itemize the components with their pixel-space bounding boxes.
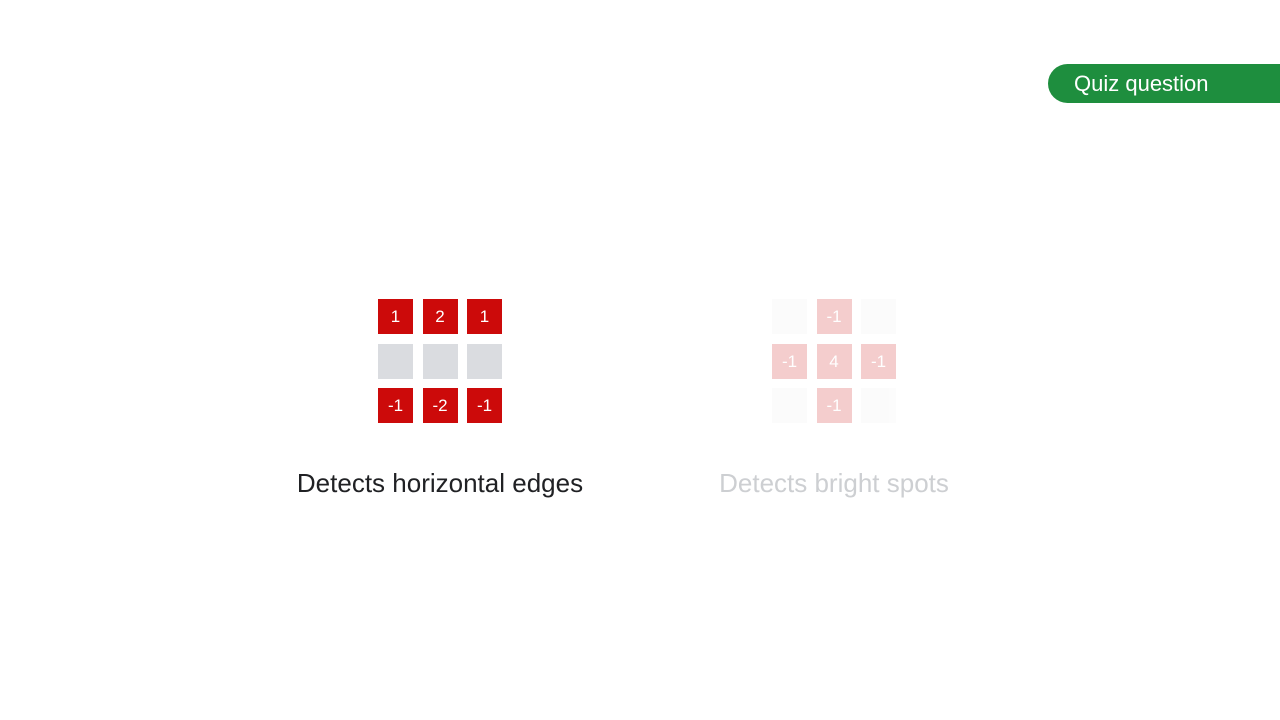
kernel-cell: -2: [422, 388, 458, 423]
kernel-cell: -1: [816, 299, 852, 334]
bright-spot-kernel-grid: -1 -1 4 -1 -1: [772, 299, 896, 423]
horizontal-edges-caption: Detects horizontal edges: [296, 468, 584, 498]
kernel-cell: 1: [467, 299, 502, 334]
quiz-question-badge: Quiz question: [1048, 64, 1280, 103]
kernel-cell: [861, 299, 896, 334]
horizontal-edge-kernel-grid: 1 2 1 -1 -2 -1: [378, 299, 502, 423]
kernel-cell: 1: [378, 299, 413, 334]
kernel-cell: [861, 388, 896, 423]
kernel-cell: [772, 388, 807, 423]
kernel-cell: [772, 299, 807, 334]
quiz-question-label: Quiz question: [1074, 71, 1209, 96]
kernel-cell: -1: [378, 388, 413, 423]
kernel-cell: [422, 343, 458, 379]
kernel-cell: -1: [467, 388, 502, 423]
kernel-cell: -1: [772, 343, 807, 379]
kernel-cell: [378, 343, 413, 379]
kernel-cell: 2: [422, 299, 458, 334]
bright-spots-caption: Detects bright spots: [719, 468, 949, 498]
kernel-cell: -1: [816, 388, 852, 423]
kernel-cell: -1: [861, 343, 896, 379]
kernel-cell: [467, 343, 502, 379]
kernel-cell: 4: [816, 343, 852, 379]
